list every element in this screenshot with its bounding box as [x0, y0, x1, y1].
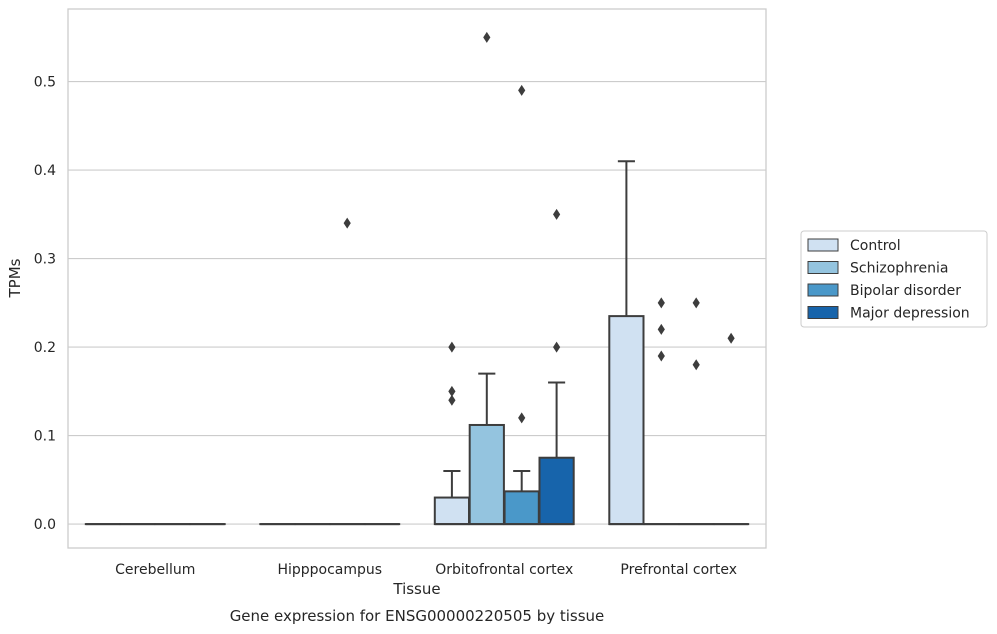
outlier-point: [727, 332, 735, 344]
outlier-point: [657, 323, 665, 335]
outlier-point: [448, 385, 456, 397]
legend-label: Major depression: [850, 306, 970, 322]
y-tick-label: 0.2: [34, 340, 56, 356]
box-body: [468, 423, 505, 526]
box-plot-marks: [84, 31, 750, 526]
box-3-2: [538, 208, 575, 526]
outlier-point: [657, 297, 665, 309]
y-tick-label: 0.5: [34, 75, 56, 91]
plot-area-frame: [67, 8, 767, 549]
y-tick-label: 0.1: [34, 429, 56, 445]
outlier-point: [518, 412, 526, 424]
x-axis-label: Tissue: [392, 580, 440, 598]
outlier-point: [448, 341, 456, 353]
y-axis-label: TPMs: [6, 258, 24, 298]
x-tick-label: Cerebellum: [115, 562, 195, 578]
y-axis-ticks: 0.0 0.1 0.2 0.3 0.4 0.5: [34, 75, 56, 534]
y-tick-label: 0.4: [34, 163, 56, 179]
x-axis-ticks: Cerebellum Hipppocampus Orbitofrontal cort…: [115, 562, 737, 578]
chart-caption: Gene expression for ENSG00000220505 by t…: [230, 607, 605, 625]
box-body: [503, 490, 540, 526]
outlier-point: [483, 31, 491, 43]
outlier-point: [692, 297, 700, 309]
legend-swatch: [807, 261, 839, 274]
box-body: [608, 315, 645, 526]
outlier-point: [448, 394, 456, 406]
box-1-2: [468, 31, 505, 526]
box-2-2: [503, 84, 540, 526]
outlier-point: [343, 217, 351, 229]
legend-label: Control: [850, 238, 901, 254]
outlier-point: [518, 84, 526, 96]
y-tick-label: 0.0: [34, 517, 56, 533]
x-tick-label: Prefrontal cortex: [620, 562, 737, 578]
box-body: [538, 456, 575, 526]
y-tick-label: 0.3: [34, 252, 56, 268]
legend-frame: [800, 230, 988, 328]
x-tick-label: Orbitofrontal cortex: [435, 562, 573, 578]
legend-label: Schizophrenia: [850, 261, 948, 277]
box-2-3: [678, 297, 715, 526]
box-2-1: [329, 217, 366, 526]
legend: Control Schizophrenia Bipolar disorder Majo…: [800, 230, 988, 328]
legend-label: Bipolar disorder: [850, 283, 961, 299]
outlier-point: [692, 359, 700, 371]
legend-swatch: [807, 283, 839, 297]
outlier-point: [553, 341, 561, 353]
box-1-3: [643, 297, 680, 526]
legend-swatch: [807, 306, 839, 319]
outlier-point: [657, 350, 665, 362]
outlier-point: [553, 208, 561, 220]
x-tick-label: Hipppocampus: [277, 562, 382, 578]
legend-swatch: [807, 238, 839, 252]
box-3-3: [712, 332, 750, 526]
box-body: [433, 496, 471, 526]
box-0-2: [433, 341, 471, 526]
box-0-3: [608, 160, 645, 526]
